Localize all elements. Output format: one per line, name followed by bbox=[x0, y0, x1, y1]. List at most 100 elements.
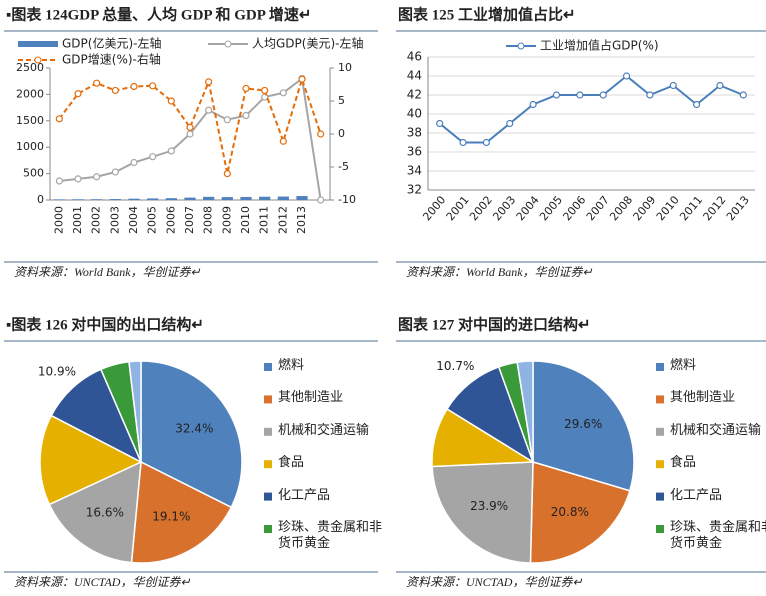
x-tick-label: 2008 bbox=[607, 194, 635, 224]
y2-tick-label: 0 bbox=[338, 127, 345, 140]
legend-label: 人均GDP(美元)-左轴 bbox=[252, 36, 363, 51]
legend-label: 工业增加值占GDP(%) bbox=[540, 38, 659, 53]
marker bbox=[130, 82, 138, 91]
marker bbox=[716, 81, 724, 90]
x-tick-label: 2009 bbox=[220, 206, 233, 234]
legend-swatch bbox=[264, 460, 272, 469]
marker bbox=[111, 168, 119, 176]
legend-label: GDP(亿美元)-左轴 bbox=[62, 36, 161, 51]
legend-swatch bbox=[264, 492, 272, 501]
marker bbox=[317, 196, 325, 204]
legend-box: 机械和交通运输 bbox=[278, 422, 370, 438]
x-tick-label: 2006 bbox=[164, 206, 177, 234]
marker bbox=[130, 158, 138, 167]
data-label: 19.1% bbox=[152, 509, 190, 523]
pie-slice bbox=[140, 360, 243, 509]
source: 资料来源：World Bank，华创证券↵ bbox=[406, 265, 593, 279]
legend-box: 机械和交通运输 bbox=[670, 423, 761, 438]
marker bbox=[436, 119, 444, 128]
legend-label: 机械和交通运输 bbox=[278, 422, 370, 438]
legend-swatch bbox=[264, 363, 272, 371]
y-tick-label: 1500 bbox=[16, 114, 44, 127]
legend-swatch bbox=[656, 395, 664, 404]
marker bbox=[261, 86, 269, 95]
marker bbox=[93, 79, 101, 87]
x-tick-label: 2005 bbox=[537, 194, 565, 224]
x-tick-label: 2001 bbox=[444, 194, 472, 224]
y2-tick-label: 10 bbox=[338, 61, 352, 74]
pie-slice bbox=[516, 360, 534, 463]
marker bbox=[55, 177, 63, 185]
marker bbox=[93, 173, 101, 181]
marker bbox=[223, 116, 231, 124]
line bbox=[439, 74, 744, 144]
marker bbox=[111, 86, 119, 95]
pie-slice bbox=[431, 461, 534, 564]
data-label: 29.6% bbox=[564, 417, 602, 431]
x-tick-label: 2010 bbox=[239, 206, 252, 234]
marker bbox=[529, 100, 537, 109]
marker bbox=[552, 91, 561, 99]
panel-title: ▪图表 124GDP 总量、人均 GDP 和 GDP 增速↵ bbox=[6, 5, 311, 23]
legend-swatch bbox=[18, 41, 58, 47]
legend-swatch bbox=[264, 525, 272, 533]
y-tick-label: 0 bbox=[37, 193, 44, 206]
x-tick-label: 2001 bbox=[71, 206, 84, 234]
x-tick-label: 2011 bbox=[677, 194, 705, 224]
legend-label: 燃料 bbox=[670, 358, 697, 373]
data-label: 32.4% bbox=[175, 422, 213, 436]
source: 资料来源：World Bank，华创证券↵ bbox=[14, 265, 201, 279]
legend-label: 珍珠、贵金属和非货币黄金 bbox=[278, 520, 383, 551]
legend-box: 化工产品 bbox=[670, 487, 723, 503]
legend-label: 其他制造业 bbox=[278, 390, 344, 406]
pie-slice bbox=[48, 460, 142, 564]
y-tick-label: 32 bbox=[407, 183, 422, 197]
marker bbox=[223, 170, 231, 178]
legend-label: GDP增速(%)-右轴 bbox=[62, 52, 161, 67]
legend-label: 食品 bbox=[278, 455, 305, 471]
marker bbox=[599, 91, 607, 99]
y-tick-label: 2500 bbox=[16, 61, 44, 74]
pie-slice bbox=[39, 414, 143, 506]
bar bbox=[147, 198, 159, 200]
marker bbox=[242, 111, 250, 120]
legend-swatch bbox=[656, 525, 664, 533]
y-tick-label: 42 bbox=[407, 88, 422, 102]
legend-box: 其他制造业 bbox=[278, 390, 344, 406]
marker bbox=[74, 175, 82, 183]
pie-slice bbox=[130, 460, 233, 564]
bar bbox=[221, 197, 233, 200]
marker bbox=[298, 75, 306, 83]
data-label: 10.9% bbox=[38, 364, 76, 378]
y2-tick-label: -5 bbox=[338, 160, 349, 173]
legend-swatch bbox=[517, 42, 525, 50]
x-tick-label: 2013 bbox=[295, 206, 308, 234]
x-tick-label: 2013 bbox=[724, 194, 752, 224]
marker bbox=[167, 147, 175, 155]
legend-label: 食品 bbox=[670, 455, 697, 471]
y-tick-label: 1000 bbox=[16, 140, 44, 153]
bar bbox=[128, 198, 140, 200]
marker bbox=[482, 138, 490, 147]
marker bbox=[74, 90, 82, 98]
x-tick-label: 2012 bbox=[276, 206, 289, 234]
y-tick-label: 40 bbox=[407, 107, 422, 121]
marker bbox=[506, 119, 514, 128]
line bbox=[58, 75, 322, 174]
legend-label: 燃料 bbox=[278, 358, 305, 373]
x-tick-label: 2003 bbox=[108, 206, 121, 234]
data-label: 23.9% bbox=[470, 499, 508, 513]
source: 资料来源：UNCTAD，华创证券↵ bbox=[406, 575, 583, 589]
panel-title: 图表 125 工业增加值占比↵ bbox=[398, 5, 576, 23]
pie-slice bbox=[446, 366, 535, 464]
marker bbox=[576, 91, 584, 99]
y-tick-label: 44 bbox=[407, 69, 422, 83]
legend-label: 化工产品 bbox=[278, 487, 331, 503]
marker bbox=[55, 115, 63, 123]
x-tick-label: 2011 bbox=[258, 206, 271, 234]
source: 资料来源：UNCTAD，华创证券↵ bbox=[14, 575, 191, 589]
y2-tick-label: 5 bbox=[338, 94, 345, 107]
legend-label: 化工产品 bbox=[670, 487, 723, 503]
marker bbox=[317, 130, 325, 138]
legend-box: 珍珠、贵金属和非货币黄金 bbox=[278, 520, 383, 551]
